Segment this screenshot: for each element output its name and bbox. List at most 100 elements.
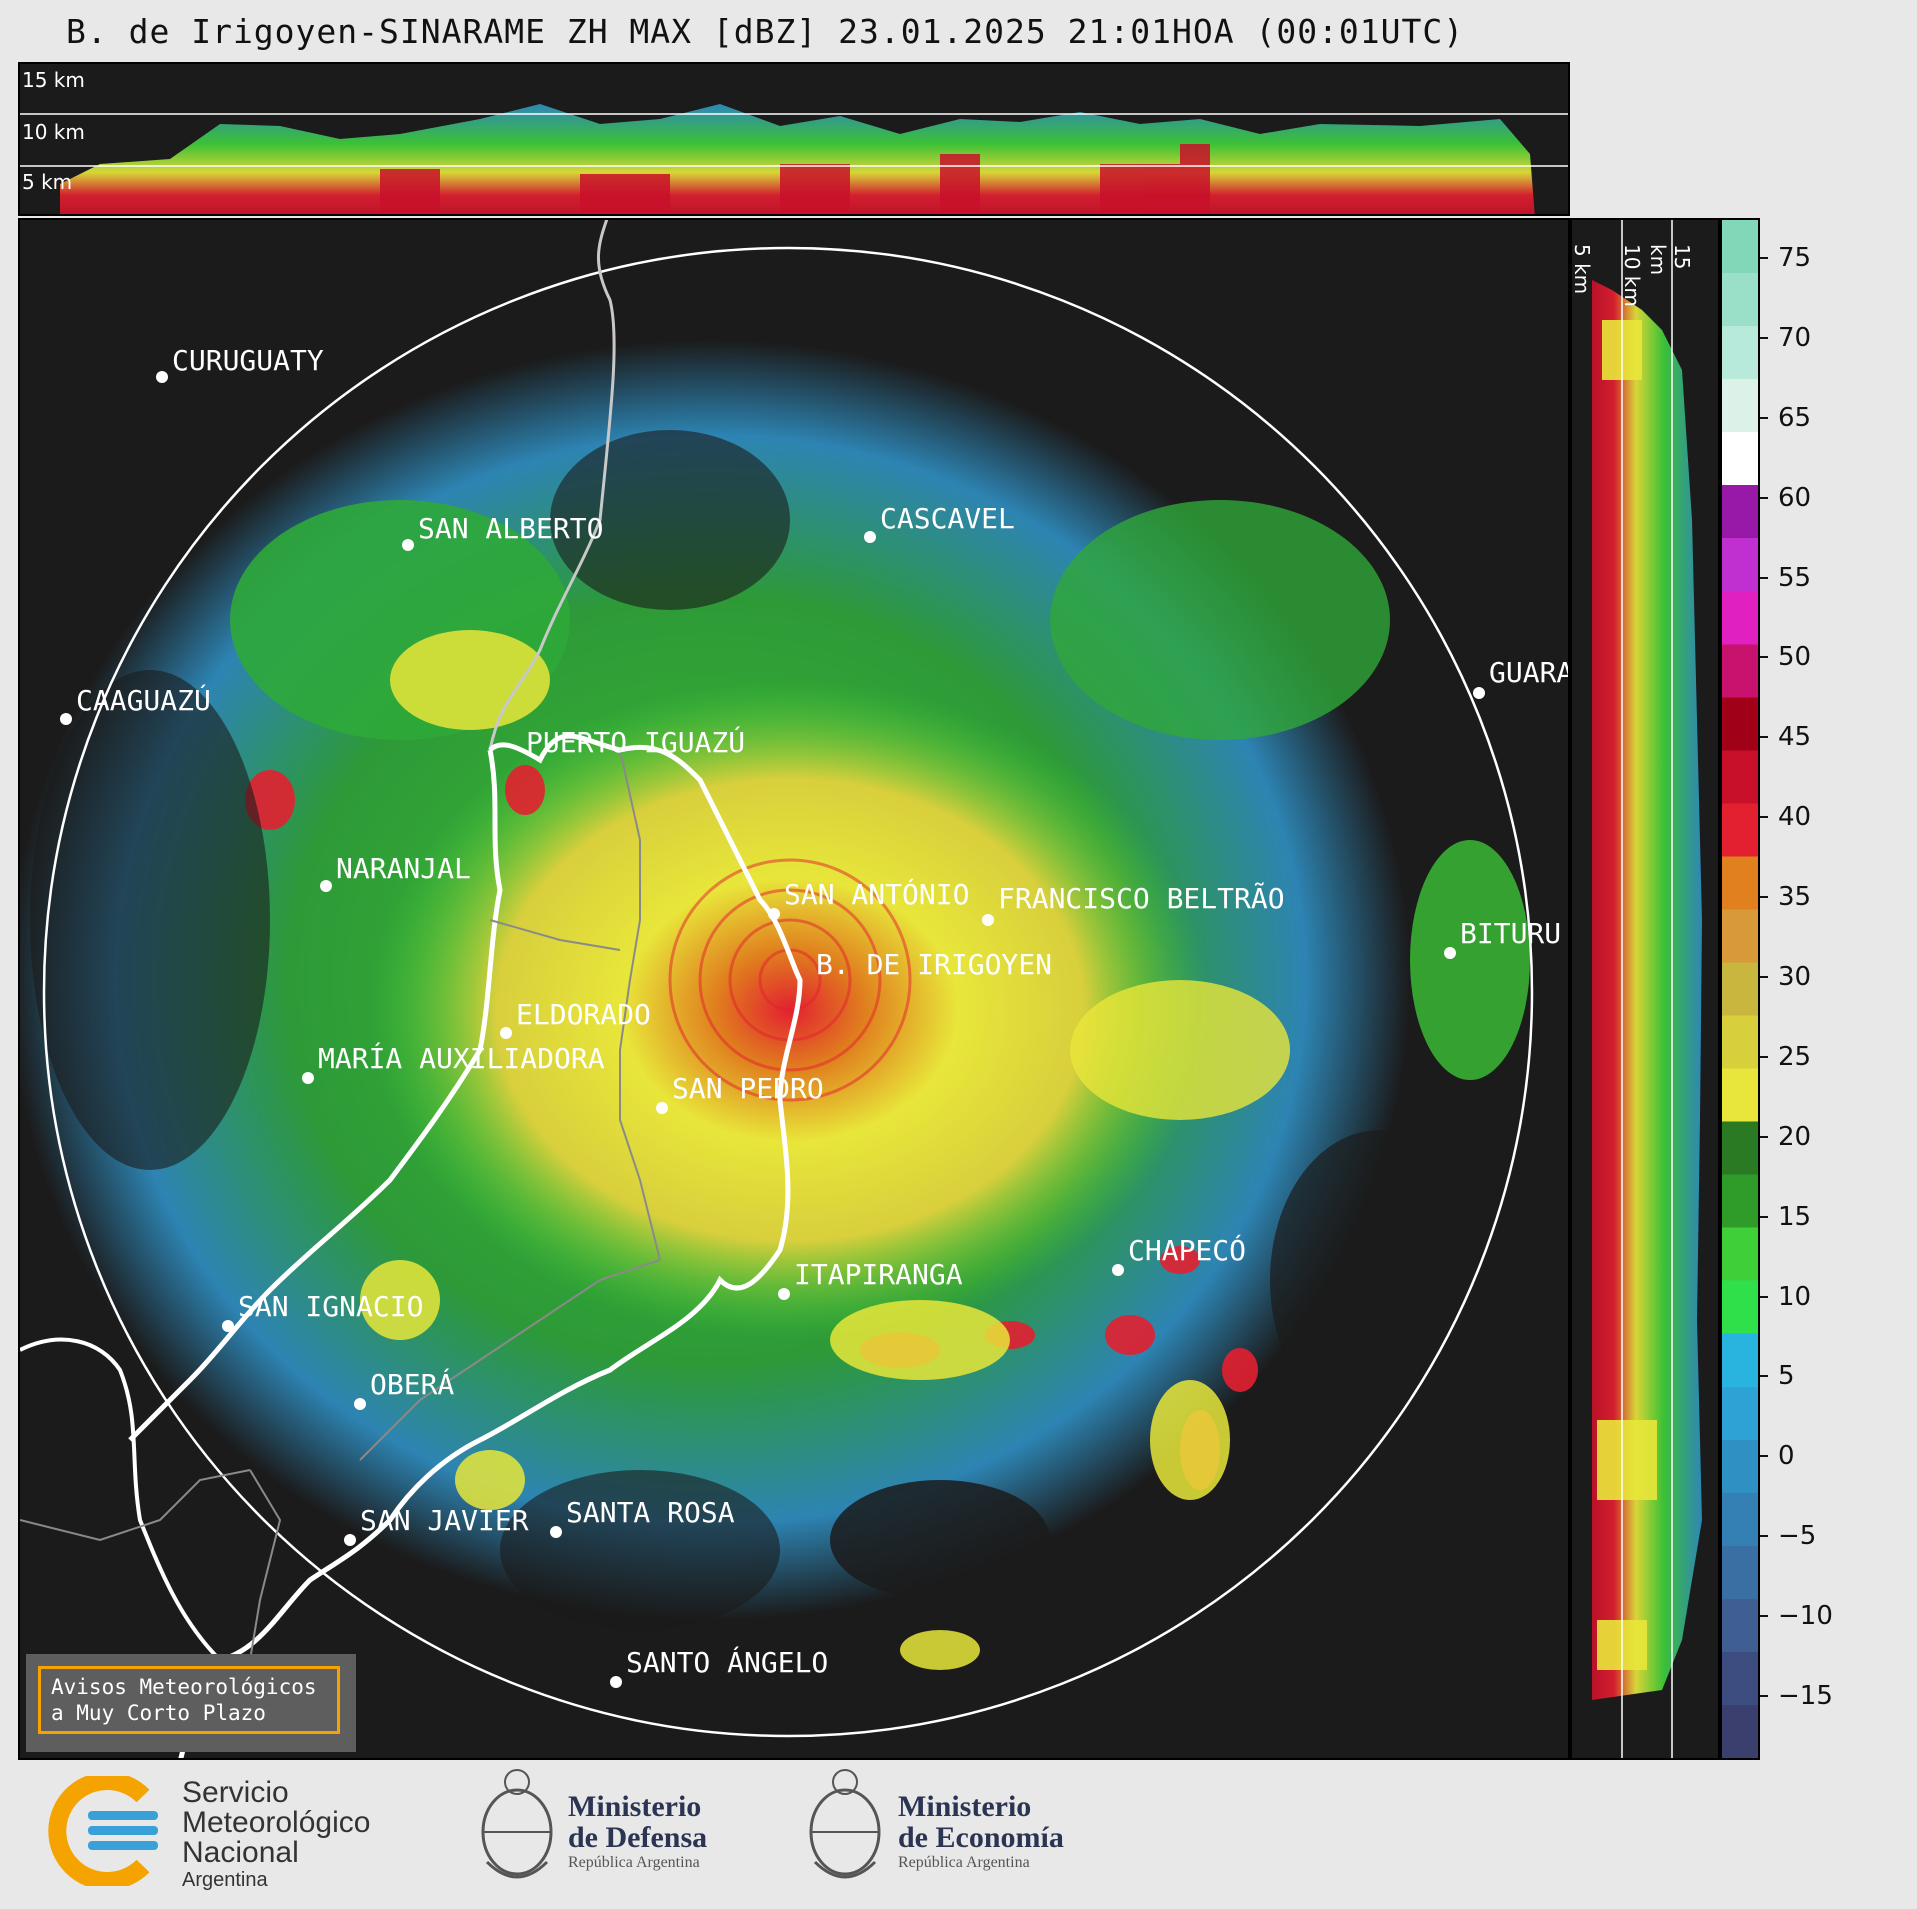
- city-label-san-alberto: SAN ALBERTO: [418, 512, 604, 545]
- city-marker: [768, 908, 780, 920]
- colorbar-tick-label: 45: [1778, 722, 1812, 753]
- smn-line-1: Servicio: [182, 1776, 289, 1809]
- colorbar-tick-mark: [1760, 1615, 1768, 1618]
- defensa-line-3: República Argentina: [568, 1854, 700, 1871]
- radar-reflectivity-layer: [20, 220, 1534, 1758]
- colorbar-tick-label: 60: [1778, 482, 1812, 513]
- city-label-san-ignacio: SAN IGNACIO: [238, 1290, 424, 1323]
- colorbar-tick-label: 75: [1778, 242, 1812, 273]
- colorbar-tick-label: 10: [1778, 1281, 1812, 1312]
- city-marker: [500, 1027, 512, 1039]
- city-marker: [1444, 947, 1456, 959]
- colorbar-tick-label: 25: [1778, 1041, 1812, 1072]
- colorbar-tick-label: 70: [1778, 322, 1812, 353]
- city-marker: [302, 1072, 314, 1084]
- city-label-francisco-beltrao: FRANCISCO BELTRÃO: [998, 882, 1285, 915]
- colorbar-tick-label: 20: [1778, 1121, 1812, 1152]
- colorbar-tick-label: 65: [1778, 402, 1812, 433]
- city-marker: [550, 1526, 562, 1538]
- city-label-santa-rosa: SANTA ROSA: [566, 1496, 735, 1529]
- city-label-san-antonio: SAN ANTÓNIO: [784, 878, 970, 911]
- city-marker: [778, 1288, 790, 1300]
- colorbar-tick-mark: [1760, 416, 1768, 419]
- city-label-caaguazu: CAAGUAZÚ: [76, 684, 211, 717]
- city-label-naranjal: NARANJAL: [336, 852, 471, 885]
- short-term-warnings-box[interactable]: Avisos Meteorológicos a Muy Corto Plazo: [26, 1654, 356, 1752]
- radar-map[interactable]: CURUGUATY SAN ALBERTO CASCAVEL CAAGUAZÚ …: [18, 218, 1570, 1760]
- economia-line-3: República Argentina: [898, 1854, 1030, 1871]
- city-marker: [354, 1398, 366, 1410]
- city-label-santo-angelo: SANTO ÁNGELO: [626, 1646, 829, 1679]
- cross-section-ew-echoes: [20, 104, 1568, 214]
- city-marker: [610, 1676, 622, 1688]
- economia-name: Ministerio de Economía República Argenti…: [898, 1792, 1064, 1872]
- notice-line-1: Avisos Meteorológicos: [51, 1675, 317, 1699]
- coat-of-arms-defensa: [472, 1762, 562, 1892]
- colorbar-tick-mark: [1760, 1295, 1768, 1298]
- city-label-curuguaty: CURUGUATY: [172, 344, 324, 377]
- side-height-label-10km: 10 km: [1620, 244, 1644, 307]
- city-label-cascavel: CASCAVEL: [880, 502, 1015, 535]
- city-marker: [60, 713, 72, 725]
- short-term-warnings-frame: Avisos Meteorológicos a Muy Corto Plazo: [38, 1666, 340, 1734]
- city-marker: [156, 371, 168, 383]
- colorbar-tick-mark: [1760, 656, 1768, 659]
- defensa-name: Ministerio de Defensa República Argentin…: [568, 1792, 707, 1872]
- colorbar-tick-mark: [1760, 1135, 1768, 1138]
- economia-line-1: Ministerio: [898, 1790, 1032, 1823]
- national-shield-icon: [809, 1769, 881, 1879]
- colorbar-tick-mark: [1760, 1455, 1768, 1458]
- vertical-cross-section-ew: 15 km 10 km 5 km: [18, 62, 1570, 216]
- colorbar-tick-label: 5: [1778, 1361, 1795, 1392]
- colorbar-tick-label: 55: [1778, 562, 1812, 593]
- colorbar-tick-mark: [1760, 496, 1768, 499]
- height-label-15km: 15 km: [22, 68, 85, 92]
- colorbar-tick-mark: [1760, 336, 1768, 339]
- colorbar-tick-label: −5: [1778, 1521, 1817, 1552]
- city-marker: [344, 1534, 356, 1546]
- colorbar-tick-label: −10: [1778, 1601, 1833, 1632]
- page-title: B. de Irigoyen-SINARAME ZH MAX [dBZ] 23.…: [66, 12, 1465, 51]
- colorbar-tick-mark: [1760, 736, 1768, 739]
- city-label-eldorado: ELDORADO: [516, 998, 651, 1031]
- defensa-line-1: Ministerio: [568, 1790, 702, 1823]
- city-label-maria-auxiliadora: MARÍA AUXILIADORA: [318, 1042, 605, 1075]
- height-label-10km: 10 km: [22, 120, 85, 144]
- city-marker: [656, 1102, 668, 1114]
- national-shield-icon: [481, 1769, 553, 1879]
- city-marker: [222, 1320, 234, 1332]
- smn-logo-icon: [48, 1772, 158, 1890]
- cross-section-ns-echoes: [1592, 220, 1702, 1758]
- colorbar-tick-label: 50: [1778, 642, 1812, 673]
- city-marker: [402, 539, 414, 551]
- colorbar-tick-mark: [1760, 256, 1768, 259]
- colorbar-tick-mark: [1760, 976, 1768, 978]
- city-label-san-javier: SAN JAVIER: [360, 1504, 529, 1537]
- side-height-label-5km: 5 km: [1570, 244, 1594, 295]
- colorbar-tick-label: 40: [1778, 802, 1812, 833]
- colorbar-tick-label: −15: [1778, 1681, 1833, 1712]
- city-label-chapeco: CHAPECÓ: [1128, 1234, 1247, 1267]
- colorbar-tick-mark: [1760, 1535, 1768, 1538]
- coat-of-arms-economia: [800, 1762, 890, 1892]
- notice-line-2: a Muy Corto Plazo: [51, 1701, 266, 1725]
- colorbar-tick-mark: [1760, 1695, 1768, 1698]
- city-label-itapiranga: ITAPIRANGA: [794, 1258, 963, 1291]
- colorbar-tick-mark: [1760, 1055, 1768, 1058]
- economia-line-2: de Economía: [898, 1821, 1064, 1854]
- city-label-bituru: BITURU: [1460, 917, 1562, 950]
- city-label-b-de-irigoyen: B. DE IRIGOYEN: [816, 948, 1053, 981]
- city-marker: [320, 880, 332, 892]
- colorbar-tick-mark: [1760, 576, 1768, 579]
- city-marker: [864, 531, 876, 543]
- colorbar-tick-label: 15: [1778, 1201, 1812, 1232]
- side-height-label-15km: 15 km: [1646, 244, 1694, 276]
- colorbar-tick-label: 30: [1778, 962, 1812, 992]
- colorbar-tick-mark: [1760, 896, 1768, 899]
- smn-name: Servicio Meteorológico Nacional Argentin…: [182, 1778, 370, 1892]
- colorbar-tick-label: 35: [1778, 882, 1812, 913]
- smn-line-2: Meteorológico: [182, 1806, 371, 1839]
- smn-logo: [48, 1772, 168, 1890]
- city-label-san-pedro: SAN PEDRO: [672, 1072, 824, 1105]
- vertical-cross-section-ns: 5 km 10 km 15 km: [1570, 218, 1720, 1760]
